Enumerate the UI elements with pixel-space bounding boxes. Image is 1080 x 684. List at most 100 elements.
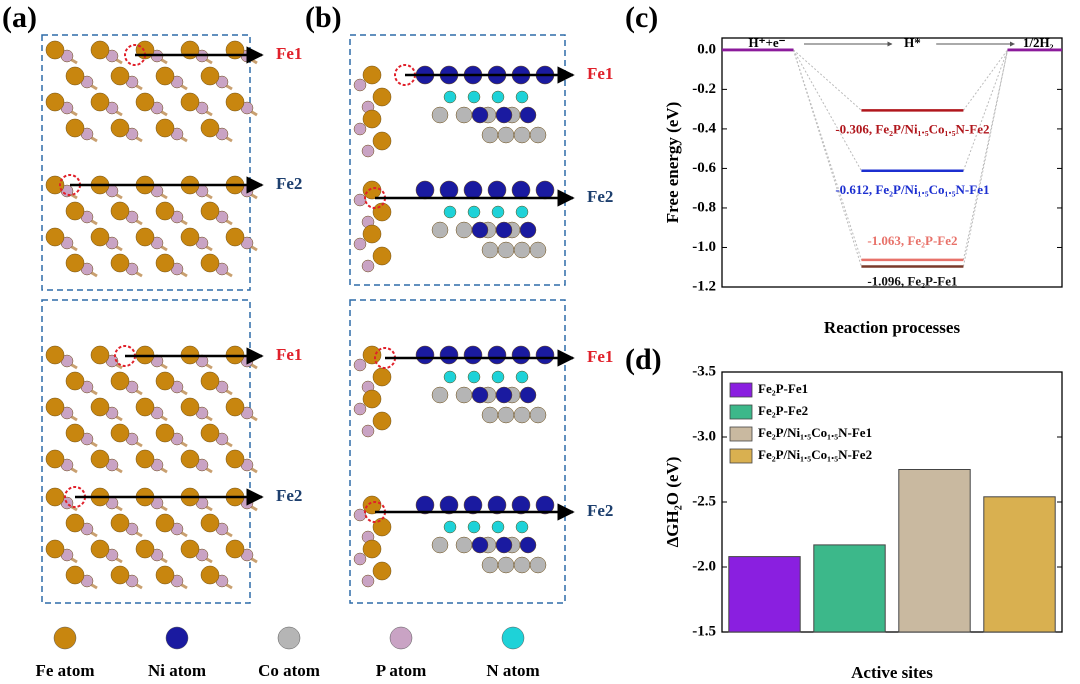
atom	[463, 180, 483, 200]
atom	[491, 205, 505, 219]
atom	[65, 565, 85, 585]
atom	[155, 66, 175, 86]
connector	[792, 49, 862, 261]
atom	[361, 574, 375, 588]
atom	[361, 259, 375, 273]
level-label: -0.306, Fe₂P/Ni₁.₅Co₁.₅N-Fe2	[835, 121, 989, 136]
site-label: Fe1	[276, 44, 302, 63]
atom	[155, 371, 175, 391]
legend-label: Ni atom	[148, 661, 206, 680]
atom	[519, 386, 537, 404]
legend-swatch	[729, 404, 753, 420]
site-label: Fe2	[587, 501, 613, 520]
connector	[792, 49, 862, 172]
legend-label: Co atom	[258, 661, 320, 680]
atom	[180, 227, 200, 247]
connector	[793, 49, 862, 111]
atom	[362, 224, 382, 244]
category-label: 1/2H₂	[1023, 35, 1054, 50]
atom	[362, 180, 382, 200]
atom	[455, 106, 473, 124]
atom	[415, 495, 435, 515]
atom	[362, 65, 382, 85]
legend-atom	[389, 626, 413, 650]
y-tick-label: -1.0	[692, 239, 716, 255]
atom	[431, 386, 449, 404]
atom	[353, 78, 367, 92]
legend-label: Fe₂P-Fe1	[758, 381, 808, 396]
atom	[45, 345, 65, 365]
atom	[90, 227, 110, 247]
connector	[792, 49, 862, 267]
bar	[813, 544, 886, 633]
atom	[481, 406, 499, 424]
atom	[535, 180, 555, 200]
atom	[200, 118, 220, 138]
atom	[467, 370, 481, 384]
atom	[439, 495, 459, 515]
atom	[455, 536, 473, 554]
y-tick-label: -0.4	[692, 120, 716, 136]
legend-label: N atom	[486, 661, 539, 680]
atom	[455, 386, 473, 404]
site-label: Fe1	[276, 345, 302, 364]
atom	[45, 397, 65, 417]
atom	[511, 495, 531, 515]
atom	[471, 536, 489, 554]
atom	[372, 517, 392, 537]
atom	[491, 90, 505, 104]
atom	[90, 449, 110, 469]
panel-label: (a)	[2, 1, 37, 34]
atom	[519, 536, 537, 554]
atom	[481, 241, 499, 259]
x-axis-label: Active sites	[851, 663, 933, 682]
atom	[361, 424, 375, 438]
atom	[431, 221, 449, 239]
legend-atom	[53, 626, 77, 650]
atom	[353, 237, 367, 251]
atom	[372, 411, 392, 431]
atom	[487, 345, 507, 365]
atom	[353, 552, 367, 566]
atom	[225, 449, 245, 469]
y-tick-label: -0.2	[692, 81, 716, 97]
atom	[155, 201, 175, 221]
atom	[110, 66, 130, 86]
atom	[463, 345, 483, 365]
atom	[515, 520, 529, 534]
y-tick-label: -2.5	[692, 493, 716, 509]
atom	[353, 193, 367, 207]
atom	[511, 345, 531, 365]
atom	[45, 539, 65, 559]
atom	[65, 371, 85, 391]
atom	[200, 66, 220, 86]
atom	[65, 513, 85, 533]
legend-swatch	[729, 382, 753, 398]
atom	[515, 90, 529, 104]
legend-label: Fe₂P/Ni₁.₅Co₁.₅N-Fe2	[758, 447, 872, 462]
atom	[155, 565, 175, 585]
y-tick-label: -3.5	[692, 363, 716, 379]
atom	[535, 495, 555, 515]
atom	[110, 371, 130, 391]
atom	[467, 90, 481, 104]
atom	[463, 495, 483, 515]
atom	[515, 370, 529, 384]
atom	[225, 92, 245, 112]
atom	[519, 221, 537, 239]
atom	[455, 221, 473, 239]
atom	[481, 556, 499, 574]
legend-label: Fe atom	[35, 661, 94, 680]
atom	[497, 241, 515, 259]
atom	[495, 386, 513, 404]
atom	[135, 539, 155, 559]
atom	[495, 221, 513, 239]
atom	[471, 106, 489, 124]
connector	[962, 49, 1009, 171]
atom	[443, 90, 457, 104]
atom	[110, 423, 130, 443]
atom	[529, 126, 547, 144]
atom	[155, 423, 175, 443]
level-label: -1.063, Fe₂P-Fe2	[867, 233, 957, 248]
